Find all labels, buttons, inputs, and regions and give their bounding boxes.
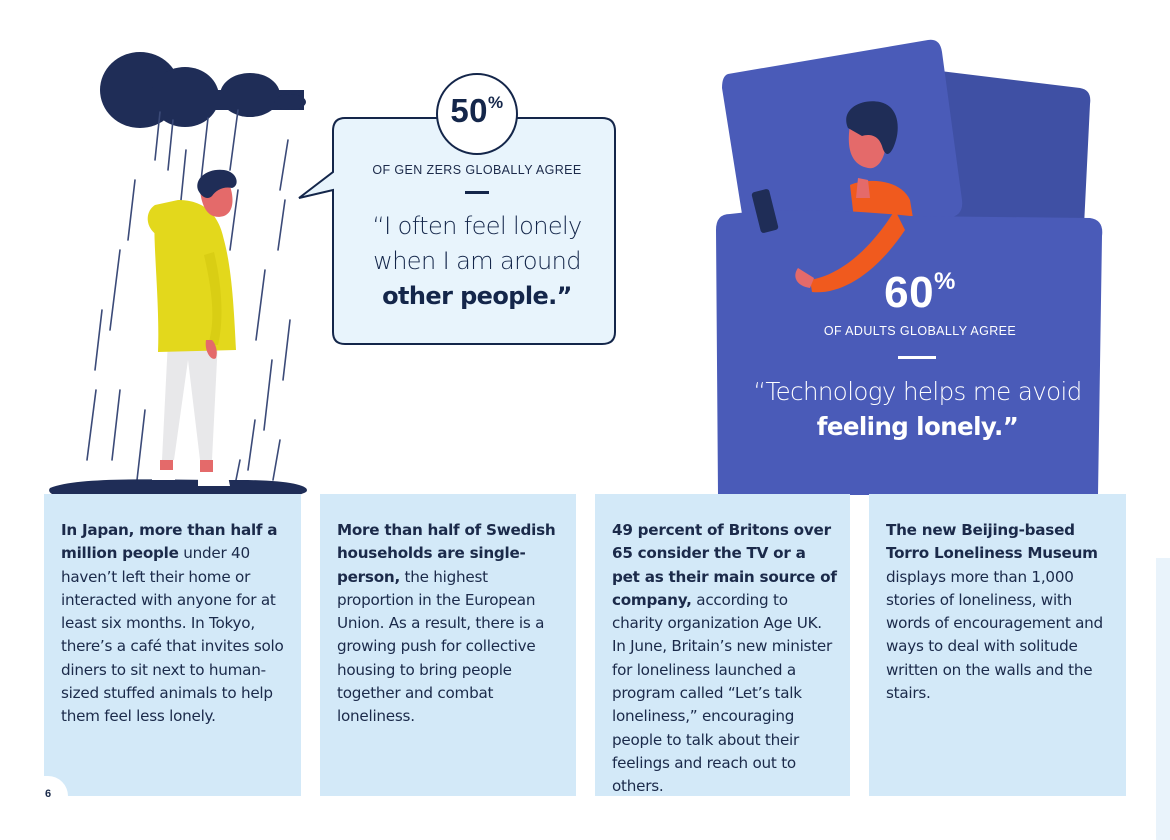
gen-z-quote-line-1: “I often feel lonely xyxy=(372,212,582,240)
page-number: 6 xyxy=(30,776,68,816)
fact-text-beijing: The new Beijing-based Torro Loneliness M… xyxy=(886,519,1114,705)
gen-z-quote-emphasis: other people.” xyxy=(382,282,572,310)
gen-z-stat-bubble: 50% OF GEN ZERS GLOBALLY AGREE “I often … xyxy=(297,72,617,347)
person-in-rain-illustration xyxy=(49,52,307,503)
next-page-edge xyxy=(1156,558,1170,840)
adults-quote-line-1: “Technology helps me avoid xyxy=(753,377,1082,406)
fact-body: according to charity organization Age UK… xyxy=(612,590,833,796)
fact-card-sweden: More than half of Swedish households are… xyxy=(320,494,576,796)
gen-z-percent: 50% xyxy=(450,92,504,129)
gen-z-caption: OF GEN ZERS GLOBALLY AGREE xyxy=(372,163,582,177)
rain-cloud-icon xyxy=(100,52,306,128)
fact-text-sweden: More than half of Swedish households are… xyxy=(337,519,564,729)
fact-card-britain: 49 percent of Britons over 65 consider t… xyxy=(595,494,850,796)
fact-body: under 40 haven’t left their home or inte… xyxy=(61,544,284,726)
fact-card-japan: In Japan, more than half a million peopl… xyxy=(44,494,301,796)
fact-text-britain: 49 percent of Britons over 65 consider t… xyxy=(612,519,838,799)
adults-caption: OF ADULTS GLOBALLY AGREE xyxy=(823,324,1017,338)
adults-quote: “Technology helps me avoid feeling lonel… xyxy=(740,374,1095,444)
fact-highlight: The new Beijing-based Torro Loneliness M… xyxy=(886,521,1098,563)
gen-z-quote-line-2: when I am around xyxy=(373,247,581,275)
speech-bubble-shape xyxy=(298,73,616,345)
fact-highlight: More than half of Swedish households are… xyxy=(337,521,556,586)
adults-percent: 60% xyxy=(884,268,956,317)
fact-highlight: 49 percent of Britons over 65 consider t… xyxy=(612,521,837,609)
fact-text-japan: In Japan, more than half a million peopl… xyxy=(61,519,289,729)
adults-quote-emphasis: feeling lonely.” xyxy=(816,412,1019,441)
fact-highlight: In Japan, more than half a million peopl… xyxy=(61,521,278,563)
person-in-bed-with-phone-illustration xyxy=(716,39,1103,495)
fact-body: the highest proportion in the European U… xyxy=(337,567,545,726)
gen-z-quote: “I often feel lonely when I am around ot… xyxy=(337,209,617,314)
fact-card-beijing: The new Beijing-based Torro Loneliness M… xyxy=(869,494,1126,796)
fact-body: displays more than 1,000 stories of lone… xyxy=(886,567,1103,703)
